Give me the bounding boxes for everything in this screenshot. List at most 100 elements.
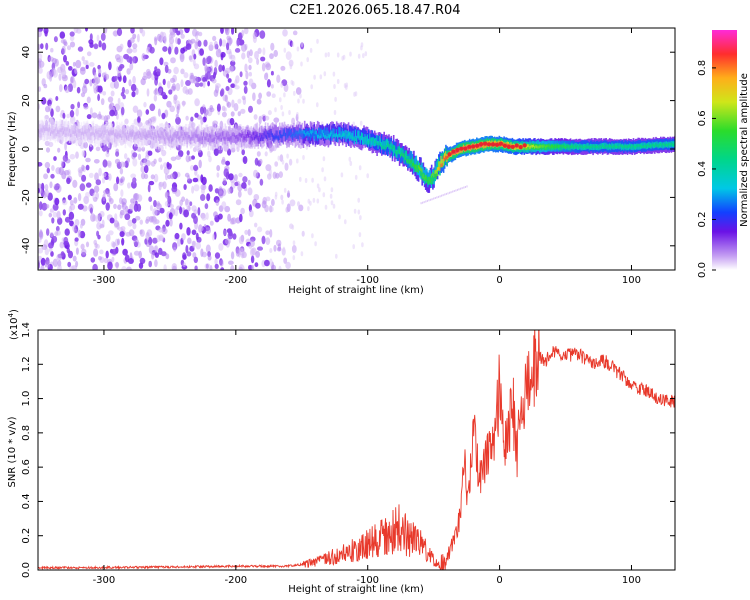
spectrogram-ridge-cell xyxy=(214,132,217,148)
spectrogram-noise-cell xyxy=(357,53,361,59)
snr-xtick-label: -200 xyxy=(224,575,247,586)
spectrogram-noise-cell xyxy=(195,232,199,241)
spectrogram-ridge-cell xyxy=(670,142,673,145)
spectrogram-noise-cell xyxy=(193,256,198,263)
spectrogram-ridge-cell xyxy=(43,127,46,132)
spectrogram-ridge-cell xyxy=(67,133,70,137)
spectrogram-noise-cell xyxy=(240,207,245,215)
spectrogram-ridge-cell xyxy=(144,128,147,137)
spectrogram-noise-cell xyxy=(207,80,211,87)
spectrogram-noise-cell xyxy=(235,248,240,257)
spectrogram-noise-cell xyxy=(151,251,155,260)
spectrogram-noise-cell xyxy=(169,105,175,113)
spectrogram-ridge-cell xyxy=(324,135,326,139)
spectrogram-streak-cell xyxy=(422,201,424,204)
spectrogram-ridge-cell xyxy=(62,126,65,135)
spectrogram-ridge-cell xyxy=(641,145,643,149)
spectrogram-ridge-cell xyxy=(179,136,181,140)
spectrogram-ridge-cell xyxy=(587,145,590,149)
spectrogram-noise-cell xyxy=(208,44,214,52)
spectrogram-noise-cell xyxy=(59,31,66,39)
spectrogram-ridge-cell xyxy=(417,165,420,169)
snr-ytick-label: 1.4 xyxy=(21,322,32,338)
spectrogram-ridge-cell xyxy=(205,136,207,141)
spectrogram-ridge-cell xyxy=(638,144,641,148)
spectrogram-ridge-cell xyxy=(141,136,143,140)
spectrogram-ridge-cell xyxy=(349,133,351,142)
spectrogram-noise-cell xyxy=(96,113,102,120)
spectrogram-ridge-cell xyxy=(159,134,161,139)
spectrogram-noise-cell xyxy=(211,233,215,241)
snr-ytick-label: 1.2 xyxy=(21,356,32,372)
spectrogram-noise-cell xyxy=(46,167,50,174)
spectrogram-ridge-cell xyxy=(616,145,618,148)
spectrogram-noise-cell xyxy=(108,173,112,181)
spectrogram-noise-cell xyxy=(291,42,295,47)
spectrogram-noise-cell xyxy=(182,262,186,268)
spectrogram-noise-cell xyxy=(99,249,104,255)
spectrogram-noise-cell xyxy=(244,63,248,73)
spectrogram-noise-cell xyxy=(115,151,120,157)
spectrogram-ridge-cell xyxy=(561,145,563,148)
spectrogram-ridge-cell xyxy=(573,145,575,149)
spectrogram-ridge-cell xyxy=(176,132,179,136)
spectrogram-ridge-cell xyxy=(379,143,382,147)
spectrogram-noise-cell xyxy=(238,266,243,270)
spectrogram-noise-cell xyxy=(169,204,174,209)
spectrogram-noise-cell xyxy=(77,193,82,202)
spectrogram-noise-cell xyxy=(259,30,266,39)
colorbar-tick-label: 0.8 xyxy=(697,60,708,76)
spectrogram-streak-cell xyxy=(456,188,459,191)
spectrogram-noise-cell xyxy=(301,230,305,237)
spectrogram-noise-cell xyxy=(322,192,326,198)
spectrogram-noise-cell xyxy=(231,99,235,108)
spectrogram-noise-cell xyxy=(92,192,96,201)
spectrogram-noise-cell xyxy=(50,251,54,257)
spectrogram-ridge-cell xyxy=(217,136,219,140)
spectrogram-ridge-cell xyxy=(424,175,427,184)
spectrogram-noise-cell xyxy=(55,105,61,113)
spectrogram-ridge-cell xyxy=(593,145,596,149)
spectrogram-noise-cell xyxy=(70,103,75,110)
spectrogram-ridge-cell xyxy=(358,136,361,140)
spectrogram-noise-cell xyxy=(225,28,230,36)
spectrogram-noise-cell xyxy=(186,251,192,257)
spectrogram-noise-cell xyxy=(48,141,54,148)
spectrogram-noise-cell xyxy=(244,229,249,235)
spectrogram-ridge-cell xyxy=(206,133,209,137)
spectrogram-noise-cell xyxy=(124,153,128,160)
spectrogram-noise-cell xyxy=(75,151,79,159)
spectrogram-ridge-cell xyxy=(322,133,325,137)
spectrogram-noise-cell xyxy=(197,40,202,47)
spectrogram-noise-cell xyxy=(248,243,253,249)
spectrogram-ridge-cell xyxy=(611,142,613,149)
spectrogram-noise-cell xyxy=(270,84,274,89)
spectrogram-ridge-cell xyxy=(588,145,591,149)
spectrogram-noise-cell xyxy=(283,47,287,53)
spectrogram-ridge-cell xyxy=(86,129,89,133)
spectrogram-ridge-cell xyxy=(38,129,40,133)
spectrogram-noise-cell xyxy=(231,28,235,35)
spectrogram-noise-cell xyxy=(324,204,328,210)
spectrogram-noise-cell xyxy=(277,155,281,161)
spectrogram-noise-cell xyxy=(174,46,179,55)
spectrogram-noise-cell xyxy=(90,107,93,116)
spectrogram-ridge-cell xyxy=(261,135,263,139)
spectrogram-ridge-cell xyxy=(646,143,649,147)
spectrogram-ridge-cell xyxy=(423,176,426,181)
spectrogram-noise-cell xyxy=(216,165,221,172)
spectrogram-peak-marker xyxy=(463,146,468,151)
spectrogram-ridge-cell xyxy=(652,143,655,147)
spectrogram-noise-cell xyxy=(304,178,308,183)
spectrogram-ridge-cell xyxy=(595,145,598,149)
spectrogram-noise-cell xyxy=(52,258,59,267)
spectrogram-ridge-cell xyxy=(225,133,228,137)
spectrogram-ridge-cell xyxy=(550,145,553,148)
spectrogram-noise-cell xyxy=(227,188,232,194)
spectrogram-noise-cell xyxy=(81,164,85,171)
spectrogram-ridge-cell xyxy=(105,133,108,142)
spectrogram-noise-cell xyxy=(95,214,101,223)
spectrogram-ridge-cell xyxy=(357,132,359,136)
